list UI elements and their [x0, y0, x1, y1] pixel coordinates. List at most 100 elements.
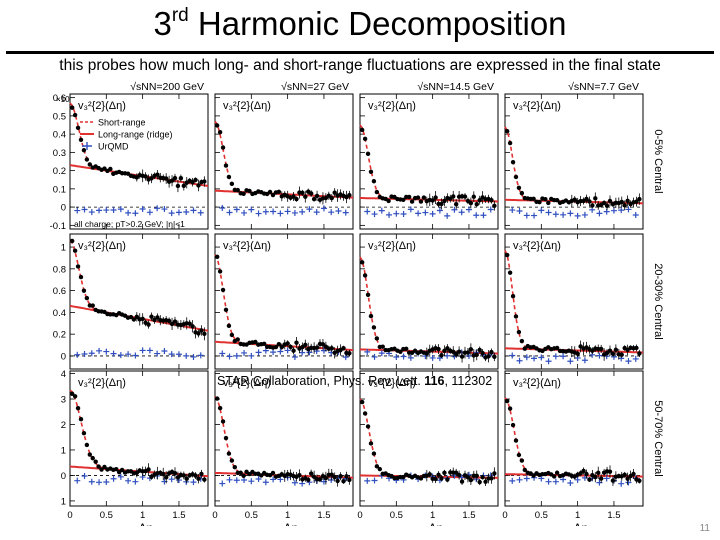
data-point: [451, 194, 456, 199]
urqmd-point: [139, 205, 146, 212]
data-point: [169, 178, 175, 183]
title-rest: Harmonic Decomposition: [188, 5, 567, 42]
citation: STAR Collaboration, Phys. Rev. Lett. 116…: [217, 374, 492, 388]
data-point: [622, 203, 627, 208]
urqmd-point: [183, 208, 190, 215]
urqmd-point: [168, 210, 175, 217]
data-point: [181, 183, 187, 189]
data-point: [477, 347, 482, 353]
urqmd-point: [415, 210, 422, 217]
urqmd-point: [632, 355, 639, 362]
data-point: [69, 105, 75, 110]
legend-label: UrQMD: [98, 142, 129, 152]
data-point: [581, 468, 586, 474]
data-point: [172, 470, 178, 476]
urqmd-point: [371, 211, 378, 218]
data-point: [474, 201, 479, 207]
data-point: [226, 174, 232, 180]
data-point: [510, 159, 516, 165]
data-point: [637, 478, 642, 483]
data-point: [537, 199, 542, 205]
data-point: [374, 464, 380, 469]
urqmd-point: [581, 357, 588, 364]
urqmd-point: [241, 477, 248, 484]
data-point: [288, 344, 293, 350]
y-tick-label: 0: [61, 471, 66, 482]
data-point: [439, 201, 444, 207]
data-point: [453, 352, 459, 357]
data-point: [433, 195, 438, 200]
data-point: [306, 477, 311, 483]
urqmd-point: [603, 475, 610, 482]
data-point: [196, 183, 201, 188]
urqmd-point: [538, 207, 545, 214]
x-tick-label: 1: [140, 510, 145, 521]
data-point: [311, 474, 317, 480]
panel-frame: [359, 370, 499, 507]
urqmd-point: [88, 350, 95, 357]
urqmd-point: [168, 351, 175, 358]
data-point: [202, 179, 207, 184]
data-point: [84, 442, 90, 448]
data-point: [386, 198, 391, 204]
panel-r0-c0: v₃²{2}(Δη): [69, 93, 209, 230]
urqmd-point: [146, 209, 153, 216]
y-tick-label: 0: [61, 203, 66, 214]
data-point: [362, 273, 368, 278]
data-point: [317, 477, 323, 482]
data-point: [72, 248, 78, 253]
x-tick-label: 0.5: [100, 510, 113, 521]
data-point: [178, 176, 184, 181]
data-point: [471, 194, 477, 199]
urqmd-point: [175, 209, 182, 216]
data-point: [276, 342, 282, 347]
urqmd-point: [284, 208, 291, 215]
data-point: [436, 346, 441, 352]
energy-label: √sNN=200 GeV: [130, 81, 204, 93]
data-point: [320, 342, 326, 347]
y-tick-label: 0.1: [53, 184, 66, 195]
urqmd-point: [110, 475, 117, 482]
data-point: [217, 405, 223, 411]
data-point: [87, 162, 93, 167]
y-tick-label: 0.4: [53, 308, 66, 319]
urqmd-point: [291, 353, 298, 360]
data-point: [303, 194, 308, 199]
data-point: [453, 201, 459, 207]
data-point: [102, 464, 107, 470]
data-point: [344, 474, 349, 479]
data-point: [134, 314, 140, 319]
data-point: [362, 411, 368, 416]
data-point: [531, 196, 536, 201]
data-point: [273, 344, 279, 350]
panel-label: v₃²{2}(Δη): [78, 377, 126, 389]
data-point: [477, 198, 482, 203]
panel-label: v₃²{2}(Δη): [78, 240, 126, 252]
data-point: [584, 196, 589, 202]
data-point: [522, 467, 528, 473]
y-tick-label: 0.6: [53, 286, 66, 297]
urqmd-point: [545, 358, 552, 365]
data-point: [619, 199, 624, 205]
urqmd-point: [248, 352, 255, 359]
data-point: [291, 194, 296, 199]
data-point: [418, 199, 424, 204]
legend-urqmd-swatch: [82, 142, 92, 150]
urqmd-point: [219, 350, 226, 357]
data-point: [202, 477, 207, 482]
urqmd-point: [219, 480, 226, 487]
data-point: [149, 176, 154, 181]
data-point: [128, 314, 134, 320]
data-point: [468, 477, 474, 483]
data-point: [409, 199, 415, 204]
data-point: [81, 148, 87, 153]
data-point: [72, 394, 78, 399]
urqmd-point: [364, 208, 371, 215]
data-point: [314, 345, 320, 350]
data-point: [554, 345, 560, 351]
cuts-label: all charge; pT>0.2 GeV; |η|<1: [74, 219, 185, 229]
urqmd-point: [96, 479, 103, 486]
urqmd-point: [487, 206, 494, 213]
urqmd-point: [190, 353, 197, 360]
y-tick-label: 4: [61, 369, 66, 380]
